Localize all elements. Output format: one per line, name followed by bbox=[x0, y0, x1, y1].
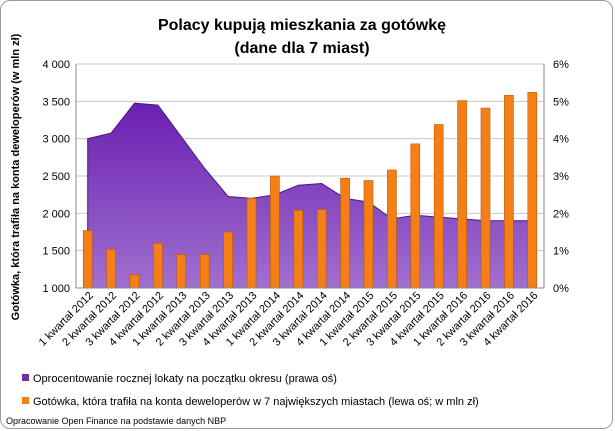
bar bbox=[293, 210, 304, 289]
plot-area: 1 000 1 500 2 000 2 500 3 000 3 500 4 000 0% 1% 2… bbox=[37, 59, 569, 349]
legend-label-area: Oprocentowanie rocznej lokaty na początk… bbox=[33, 373, 337, 385]
bar bbox=[176, 254, 187, 289]
y-left-tick-label: 3 500 bbox=[42, 96, 70, 108]
y-left-tick-label: 1 000 bbox=[42, 283, 70, 295]
y-left-tick-label: 2 000 bbox=[42, 208, 70, 220]
y-left-tick-label: 1 500 bbox=[42, 246, 70, 258]
bar bbox=[316, 209, 327, 289]
bar bbox=[82, 230, 93, 289]
y-left-tick-label: 4 000 bbox=[42, 59, 70, 71]
bar bbox=[246, 198, 257, 289]
legend-swatch-area bbox=[22, 374, 29, 381]
area-series-fill bbox=[87, 102, 533, 289]
y-left-tick-label: 3 000 bbox=[42, 134, 70, 146]
source-note: Opracowanie Open Finance na podstawie da… bbox=[6, 416, 226, 426]
y-right-tick-label: 0% bbox=[553, 283, 569, 295]
chart-title-line-2: (dane dla 7 miast) bbox=[234, 40, 369, 57]
legend-swatch-bars bbox=[22, 397, 29, 404]
y-right-tick-label: 6% bbox=[553, 59, 569, 71]
bar bbox=[504, 95, 514, 289]
bar bbox=[387, 169, 397, 289]
y-right-tick-label: 5% bbox=[553, 96, 569, 108]
bar bbox=[527, 92, 538, 289]
bar bbox=[480, 107, 491, 289]
y-right-tick-label: 3% bbox=[553, 171, 569, 183]
bar bbox=[433, 124, 444, 289]
bar bbox=[363, 180, 374, 289]
bar bbox=[270, 175, 280, 289]
bar bbox=[153, 242, 163, 289]
y-right-tick-label: 1% bbox=[553, 246, 569, 258]
chart-title-line-1: Polacy kupują mieszkania za gotówkę bbox=[158, 17, 446, 34]
bar bbox=[410, 143, 421, 289]
y-right-tick-label: 2% bbox=[553, 208, 569, 220]
bar bbox=[199, 254, 210, 289]
bar bbox=[223, 231, 233, 289]
legend-label-bars: Gotówka, która trafiła na konta dewelope… bbox=[33, 396, 479, 408]
y-left-tick-label: 2 500 bbox=[42, 171, 70, 183]
bar bbox=[106, 248, 116, 289]
y-right-tick-label: 4% bbox=[553, 134, 569, 146]
y-axis-title: Gotówka, która trafiła na konta dewelope… bbox=[10, 33, 22, 320]
bar bbox=[340, 177, 350, 289]
legend: Oprocentowanie rocznej lokaty na początk… bbox=[22, 373, 479, 408]
bar bbox=[457, 100, 467, 289]
bar bbox=[129, 274, 140, 289]
